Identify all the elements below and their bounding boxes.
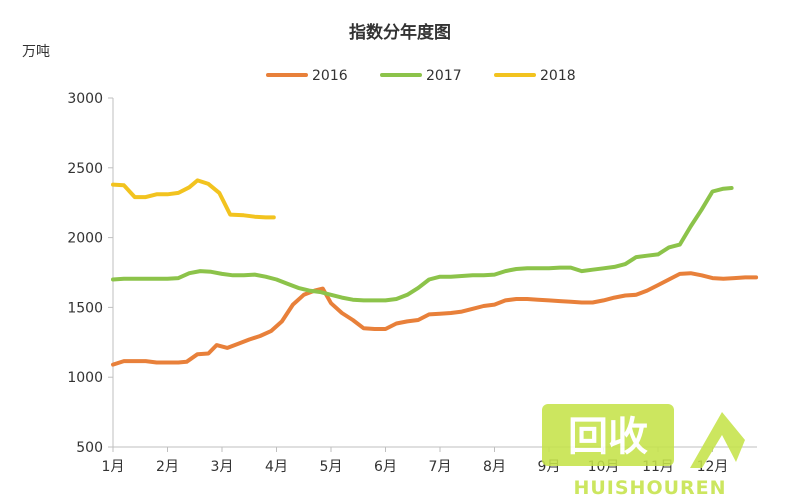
y-tick-label: 1000 bbox=[67, 370, 103, 386]
legend-item-2017: 2017 bbox=[380, 68, 462, 84]
legend-item-2018: 2018 bbox=[494, 68, 576, 84]
y-tick-label: 500 bbox=[76, 440, 103, 456]
series-line-2017 bbox=[111, 186, 734, 303]
legend-label: 2017 bbox=[426, 68, 462, 84]
y-tick-label: 1500 bbox=[67, 300, 103, 316]
x-tick-label: 2月 bbox=[156, 459, 179, 475]
series-line-2016 bbox=[111, 271, 759, 367]
y-tick-label: 2000 bbox=[67, 231, 103, 247]
series-layer bbox=[111, 178, 759, 367]
legend-label: 2016 bbox=[312, 68, 348, 84]
y-axis-unit: 万吨 bbox=[22, 44, 50, 60]
x-axis: 1月 2月 3月 4月 5月 6月 7月 8月 9月 10月 11月 12月 bbox=[102, 446, 757, 475]
y-tick-label: 2500 bbox=[67, 161, 103, 177]
chart-title: 指数分年度图 bbox=[349, 22, 451, 43]
x-tick-label: 5月 bbox=[320, 459, 343, 475]
series-line-2018 bbox=[111, 178, 276, 220]
watermark-badge bbox=[542, 404, 674, 466]
legend: 2016 2017 2018 bbox=[266, 68, 576, 84]
watermark-text: HUISHOUREN bbox=[573, 477, 726, 499]
watermark-badge-text: 回收 bbox=[568, 414, 648, 460]
x-tick-label: 8月 bbox=[483, 459, 506, 475]
x-tick-label: 7月 bbox=[429, 459, 452, 475]
x-tick-label: 6月 bbox=[374, 459, 397, 475]
watermark-logo: 回收 HUISHOUREN bbox=[542, 404, 745, 499]
x-tick-label: 4月 bbox=[265, 459, 288, 475]
y-tick-label: 3000 bbox=[67, 91, 103, 107]
y-axis: 500 1000 1500 2000 2500 3000 bbox=[67, 91, 114, 456]
watermark-arrow-icon bbox=[690, 412, 745, 468]
legend-label: 2018 bbox=[540, 68, 576, 84]
legend-item-2016: 2016 bbox=[266, 68, 348, 84]
x-tick-label: 1月 bbox=[102, 459, 125, 475]
x-tick-label: 3月 bbox=[211, 459, 234, 475]
